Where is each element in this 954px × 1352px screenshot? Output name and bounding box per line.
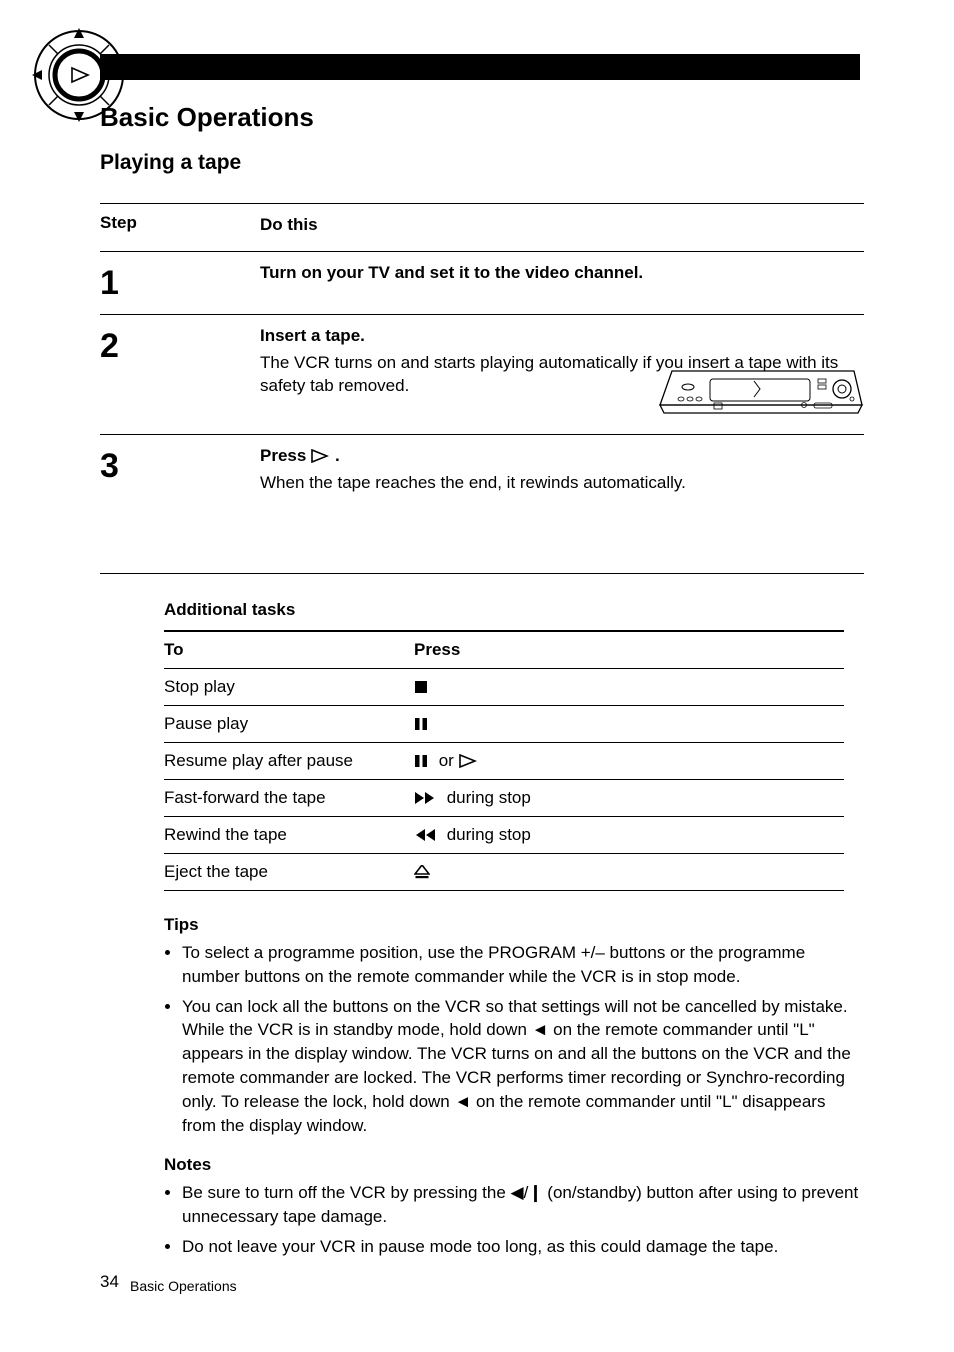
ops-col-press: Press <box>414 631 844 669</box>
step-body: Turn on your TV and set it to the video … <box>260 262 864 285</box>
tips-list: To select a programme position, use the … <box>182 941 864 1137</box>
step-number: 3 <box>100 445 260 483</box>
ops-to: Rewind the tape <box>164 816 414 853</box>
tip-item: To select a programme position, use the … <box>182 941 864 989</box>
note-item: Be sure to turn off the VCR by pressing … <box>182 1181 864 1229</box>
ops-press <box>414 853 844 890</box>
ops-to: Fast-forward the tape <box>164 779 414 816</box>
step-col-header: Step <box>100 214 260 231</box>
fast-forward-icon <box>414 791 436 805</box>
step-bold-text: Turn on your TV and set it to the video … <box>260 262 864 285</box>
tips-section: Tips To select a programme position, use… <box>164 915 864 1137</box>
section-title: Basic Operations <box>100 102 864 133</box>
pause-icon <box>414 754 428 768</box>
play-icon <box>459 754 477 768</box>
step-body: Insert a tape. The VCR turns on and star… <box>260 325 864 398</box>
jog-dial-icon <box>24 20 134 130</box>
rewind-icon <box>414 828 436 842</box>
ops-row-eject: Eject the tape <box>164 853 844 890</box>
notes-heading: Notes <box>164 1155 864 1175</box>
ops-row-resume: Resume play after pause or <box>164 742 844 779</box>
header-black-bar <box>100 54 860 80</box>
subtitle: Playing a tape <box>100 151 864 175</box>
notes-section: Notes Be sure to turn off the VCR by pre… <box>164 1155 864 1258</box>
ops-row-stop: Stop play <box>164 668 844 705</box>
step-row-2: 2 Insert a tape. The VCR turns on and st… <box>100 314 864 434</box>
eject-icon <box>414 865 430 879</box>
ops-to: Pause play <box>164 705 414 742</box>
additional-tasks-heading: Additional tasks <box>164 600 864 620</box>
step-number: 2 <box>100 325 260 363</box>
ops-to: Resume play after pause <box>164 742 414 779</box>
tips-heading: Tips <box>164 915 864 935</box>
note-item: Do not leave your VCR in pause mode too … <box>182 1235 864 1259</box>
tip-item: You can lock all the buttons on the VCR … <box>182 995 864 1138</box>
step-regular-text: When the tape reaches the end, it rewind… <box>260 472 864 495</box>
step-body: Press . When the tape reaches the end, i… <box>260 445 864 495</box>
ops-col-to: To <box>164 631 414 669</box>
dothis-col-header: Do this <box>260 214 864 237</box>
or-text: or <box>434 751 459 770</box>
pause-icon <box>414 717 428 731</box>
ops-press <box>414 668 844 705</box>
play-icon <box>311 449 329 463</box>
step-number: 1 <box>100 262 260 300</box>
period: . <box>335 446 340 465</box>
vcr-device-icon <box>654 359 864 421</box>
operations-table: To Press Stop play Pause play <box>164 630 844 891</box>
ops-press: during stop <box>414 816 844 853</box>
ff-suffix: during stop <box>442 788 531 807</box>
page-root: Basic Operations Playing a tape Step Do … <box>0 0 954 1352</box>
step-row-1: 1 Turn on your TV and set it to the vide… <box>100 251 864 314</box>
ops-press: during stop <box>414 779 844 816</box>
jog-dial-illustration <box>24 20 134 130</box>
notes-list: Be sure to turn off the VCR by pressing … <box>182 1181 864 1258</box>
step-bold-text: Insert a tape. <box>260 325 864 348</box>
ops-to: Stop play <box>164 668 414 705</box>
ops-row-ff: Fast-forward the tape during stop <box>164 779 844 816</box>
stop-icon <box>414 680 428 694</box>
page-number: 34 <box>100 1272 119 1292</box>
ops-press <box>414 705 844 742</box>
step-header-row: Step Do this <box>100 203 864 251</box>
ops-row-rw: Rewind the tape during stop <box>164 816 844 853</box>
step-bold-text: Press . <box>260 445 864 468</box>
steps-table: Step Do this 1 Turn on your TV and set i… <box>100 203 864 574</box>
ops-header-row: To Press <box>164 631 844 669</box>
rw-suffix: during stop <box>442 825 531 844</box>
press-label: Press <box>260 446 311 465</box>
ops-to: Eject the tape <box>164 853 414 890</box>
vcr-illustration <box>654 359 864 421</box>
page-label: Basic Operations <box>130 1278 237 1294</box>
step-row-3: 3 Press . When the tape reaches the end,… <box>100 434 864 574</box>
ops-row-pause: Pause play <box>164 705 844 742</box>
ops-press: or <box>414 742 844 779</box>
